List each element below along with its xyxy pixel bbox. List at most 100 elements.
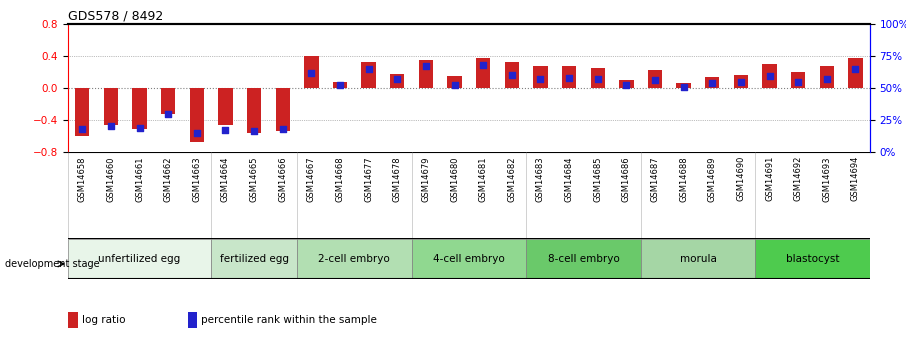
- Text: GSM14684: GSM14684: [564, 156, 573, 201]
- Bar: [188, 312, 198, 328]
- Point: [505, 72, 519, 78]
- Text: GSM14662: GSM14662: [164, 156, 173, 201]
- Bar: [591, 68, 605, 88]
- Text: GSM14690: GSM14690: [737, 156, 746, 201]
- Point: [648, 78, 662, 83]
- Point: [619, 83, 633, 88]
- Text: GSM14677: GSM14677: [364, 156, 373, 202]
- Text: GSM14682: GSM14682: [507, 156, 516, 201]
- Text: GSM14694: GSM14694: [851, 156, 860, 201]
- Text: GSM14689: GSM14689: [708, 156, 717, 201]
- Point: [304, 70, 319, 76]
- Bar: [68, 312, 78, 328]
- Point: [734, 79, 748, 84]
- Bar: [411, 239, 526, 279]
- Text: GSM14691: GSM14691: [765, 156, 774, 201]
- Text: development stage: development stage: [5, 259, 99, 269]
- Point: [161, 111, 176, 116]
- Text: fertilized egg: fertilized egg: [219, 254, 289, 264]
- Bar: [848, 58, 863, 88]
- Text: unfertilized egg: unfertilized egg: [99, 254, 180, 264]
- Text: percentile rank within the sample: percentile rank within the sample: [201, 315, 377, 325]
- Point: [333, 83, 347, 88]
- Text: GSM14667: GSM14667: [307, 156, 316, 202]
- Text: GSM14692: GSM14692: [794, 156, 803, 201]
- Text: GSM14664: GSM14664: [221, 156, 230, 201]
- Bar: [526, 239, 641, 279]
- Text: GSM14665: GSM14665: [249, 156, 258, 201]
- Text: log ratio: log ratio: [82, 315, 125, 325]
- Bar: [189, 88, 204, 142]
- Point: [390, 76, 404, 82]
- Point: [705, 80, 719, 86]
- Point: [591, 76, 605, 82]
- Bar: [132, 88, 147, 129]
- Bar: [75, 88, 90, 136]
- Bar: [756, 239, 870, 279]
- Text: GSM14661: GSM14661: [135, 156, 144, 201]
- Text: morula: morula: [680, 254, 717, 264]
- Bar: [677, 83, 690, 88]
- Bar: [641, 239, 756, 279]
- Bar: [211, 239, 297, 279]
- Text: GSM14660: GSM14660: [106, 156, 115, 201]
- Text: GSM14679: GSM14679: [421, 156, 430, 201]
- Text: GSM14666: GSM14666: [278, 156, 287, 202]
- Point: [762, 74, 776, 79]
- Text: GSM14686: GSM14686: [622, 156, 631, 202]
- Text: GSM14688: GSM14688: [680, 156, 689, 202]
- Bar: [820, 67, 834, 88]
- Point: [448, 83, 462, 88]
- Text: GSM14680: GSM14680: [450, 156, 459, 201]
- Text: GSM14683: GSM14683: [536, 156, 545, 202]
- Bar: [648, 70, 662, 88]
- Text: GSM14685: GSM14685: [593, 156, 602, 201]
- Text: GSM14687: GSM14687: [651, 156, 660, 202]
- Bar: [534, 67, 547, 88]
- Bar: [619, 80, 633, 88]
- Bar: [218, 88, 233, 125]
- Bar: [505, 62, 519, 88]
- Point: [103, 124, 118, 129]
- Text: 8-cell embryo: 8-cell embryo: [547, 254, 620, 264]
- Point: [275, 126, 290, 131]
- Bar: [297, 239, 411, 279]
- Point: [361, 66, 376, 71]
- Text: GDS578 / 8492: GDS578 / 8492: [68, 10, 163, 23]
- Text: 4-cell embryo: 4-cell embryo: [433, 254, 505, 264]
- Bar: [419, 60, 433, 88]
- Text: GSM14693: GSM14693: [823, 156, 832, 201]
- Point: [848, 66, 863, 71]
- Bar: [68, 239, 211, 279]
- Bar: [705, 77, 719, 88]
- Point: [820, 76, 834, 82]
- Bar: [304, 56, 319, 88]
- Point: [419, 63, 433, 69]
- Point: [246, 129, 261, 134]
- Bar: [161, 88, 176, 114]
- Bar: [275, 88, 290, 131]
- Point: [189, 130, 204, 135]
- Point: [218, 127, 233, 133]
- Text: GSM14658: GSM14658: [78, 156, 87, 201]
- Text: GSM14681: GSM14681: [478, 156, 487, 201]
- Bar: [104, 88, 118, 125]
- Point: [476, 62, 490, 68]
- Point: [791, 79, 805, 84]
- Text: GSM14678: GSM14678: [393, 156, 401, 202]
- Bar: [390, 73, 404, 88]
- Bar: [562, 66, 576, 88]
- Text: GSM14663: GSM14663: [192, 156, 201, 202]
- Point: [132, 125, 147, 130]
- Bar: [734, 75, 748, 88]
- Point: [534, 76, 548, 82]
- Text: GSM14668: GSM14668: [335, 156, 344, 202]
- Point: [75, 126, 90, 131]
- Bar: [361, 62, 376, 88]
- Text: 2-cell embryo: 2-cell embryo: [318, 254, 390, 264]
- Point: [677, 84, 691, 89]
- Bar: [476, 58, 490, 88]
- Bar: [333, 81, 347, 88]
- Bar: [448, 76, 462, 88]
- Bar: [791, 72, 805, 88]
